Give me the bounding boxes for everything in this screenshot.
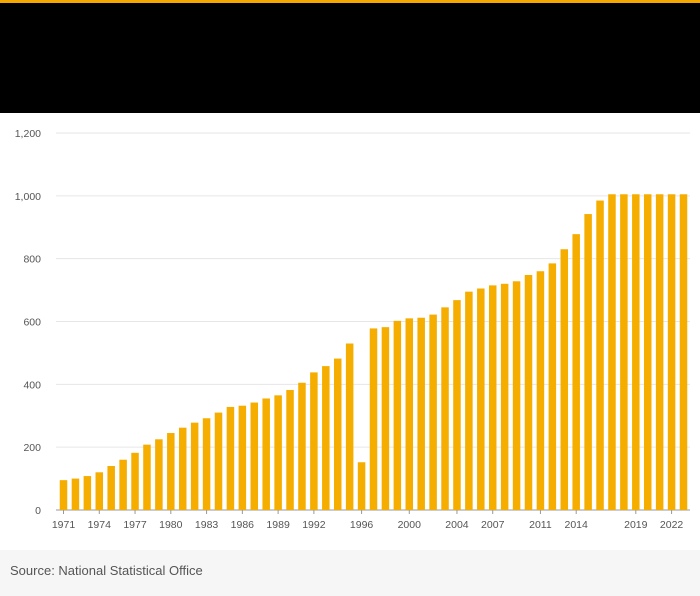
- bar-1980: [167, 433, 175, 510]
- bar-1983: [202, 418, 211, 510]
- bar-2013: [560, 249, 569, 510]
- bar-1981: [178, 427, 187, 510]
- bar-2005: [465, 291, 473, 510]
- x-tick-label: 1986: [231, 519, 255, 531]
- bar-2012: [548, 263, 557, 510]
- x-tick-label: 2011: [529, 519, 552, 531]
- bar-1982: [190, 422, 199, 510]
- bar-2021: [655, 194, 664, 510]
- y-tick-label: 1,000: [15, 191, 41, 203]
- bar-2010: [524, 275, 533, 510]
- x-tick-label: 2014: [565, 519, 589, 531]
- bar-2015: [584, 214, 592, 510]
- y-tick-label: 800: [23, 254, 41, 266]
- bar-1992: [310, 372, 318, 510]
- bar-2003: [441, 307, 449, 510]
- x-tick-label: 2004: [445, 519, 469, 531]
- bar-1975: [107, 466, 115, 510]
- bar-1995: [345, 343, 354, 510]
- bar-1979: [155, 439, 163, 510]
- gridlines: [56, 132, 690, 511]
- bar-2018: [620, 194, 628, 510]
- chart-area: 0 200 400 600 800 1,000 1,200 1971 1974 1977 1980…: [0, 113, 700, 550]
- bar-2022: [667, 194, 676, 510]
- header-band: [0, 3, 700, 113]
- bar-1988: [262, 398, 270, 510]
- x-tick-label: 1983: [195, 519, 219, 531]
- y-tick-label: 400: [23, 379, 41, 391]
- bar-1993: [322, 366, 330, 510]
- bar-1976: [119, 459, 127, 510]
- y-tick-label: 600: [23, 317, 41, 329]
- bar-1974: [95, 472, 104, 510]
- x-tick-label: 1996: [350, 519, 374, 531]
- x-tick-label: 1992: [302, 519, 326, 531]
- x-tick-label: 2007: [481, 519, 505, 531]
- bar-2020: [643, 194, 652, 510]
- x-tick-label: 2000: [398, 519, 422, 531]
- y-tick-label: 1,200: [15, 128, 41, 140]
- bar-2000: [405, 318, 414, 510]
- bar-1986: [238, 405, 247, 510]
- bar-2002: [429, 314, 437, 510]
- bar-1999: [393, 320, 402, 510]
- x-tick-label: 2019: [624, 519, 648, 531]
- x-tick-label: 1989: [266, 519, 290, 531]
- bar-2016: [596, 200, 604, 510]
- y-tick-label: 200: [23, 442, 41, 454]
- bar-chart: 0 200 400 600 800 1,000 1,200 1971 1974 1977 1980…: [15, 128, 690, 531]
- bar-2007: [488, 285, 497, 510]
- bar-2011: [536, 271, 545, 510]
- bar-1985: [226, 406, 235, 510]
- bar-1990: [286, 389, 294, 510]
- bar-1972: [71, 478, 80, 510]
- bar-1991: [298, 382, 306, 510]
- x-axis: 1971 1974 1977 1980 1983 1986 1989 1992 1996 2000…: [52, 510, 684, 531]
- bar-1973: [83, 476, 92, 510]
- bar-2001: [417, 317, 425, 510]
- bar-2006: [477, 288, 485, 510]
- x-tick-label: 1971: [52, 519, 76, 531]
- bar-2019: [632, 194, 640, 510]
- bars: [59, 194, 688, 510]
- y-axis-ticks: 0 200 400 600 800 1,000 1,200: [15, 128, 41, 517]
- bar-1989: [274, 395, 282, 510]
- bar-1978: [143, 444, 151, 510]
- bar-2009: [512, 281, 521, 510]
- x-tick-label: 1980: [159, 519, 183, 531]
- bar-1971: [59, 480, 68, 510]
- bar-1984: [214, 412, 223, 510]
- x-tick-label: 1977: [123, 519, 147, 531]
- bar-2023: [679, 194, 688, 510]
- bar-1997: [369, 328, 378, 510]
- source-note: Source: National Statistical Office: [10, 563, 203, 578]
- y-tick-label: 0: [35, 505, 41, 517]
- bar-1998: [381, 327, 390, 510]
- x-tick-label: 2022: [660, 519, 684, 531]
- x-tick-label: 1974: [88, 519, 112, 531]
- bar-2014: [572, 234, 580, 510]
- bar-1977: [131, 452, 139, 510]
- bar-2004: [453, 300, 461, 510]
- bar-1987: [250, 402, 259, 510]
- bar-1996: [357, 462, 366, 510]
- bar-2008: [500, 283, 509, 510]
- top-accent-rule: [0, 0, 700, 3]
- bar-1994: [333, 358, 342, 510]
- bar-2017: [608, 194, 616, 510]
